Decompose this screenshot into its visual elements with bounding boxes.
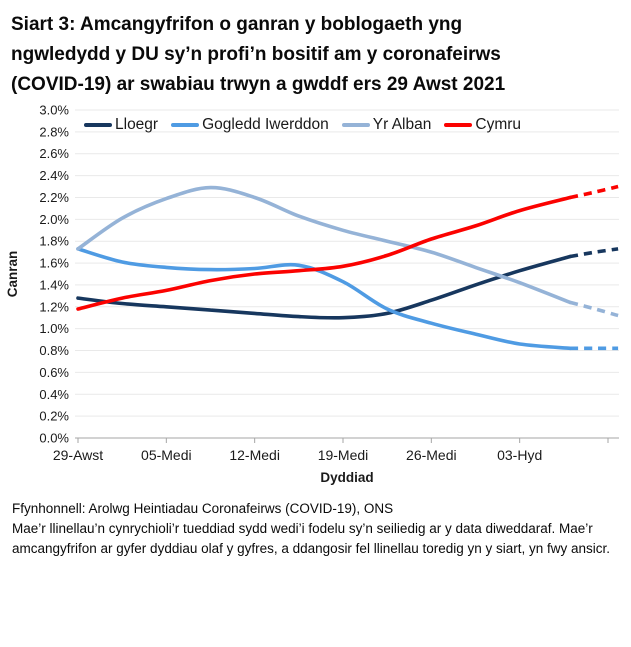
legend-item-gogledd-iwerddon: Gogledd Iwerddon (171, 116, 329, 134)
series-line-yr-alban (76, 185, 572, 304)
chart-canvas: 0.0% 0.2% 0.4% 0.6% 0.8% 1.0% 1.2% 1.4% 1.6% 1.8%… (5, 102, 619, 485)
x-axis-title: Dyddiad (320, 470, 373, 485)
x-tick-label: 12-Medi (229, 447, 280, 463)
series-line-gogledd-iwerddon (76, 246, 572, 350)
y-tick-label: 2.6% (39, 146, 69, 161)
legend-label-yr-alban: Yr Alban (372, 115, 432, 133)
chart-footnotes: Ffynhonnell: Arolwg Heintiadau Coronafei… (12, 499, 619, 560)
legend-swatch-cymru (444, 122, 473, 127)
x-tick-label: 26-Medi (406, 447, 457, 463)
y-tick-label: 0.4% (39, 387, 69, 402)
series-dash-lloegr (569, 246, 619, 259)
page: Siart 3: Amcangyfrifon o ganran y boblog… (0, 10, 631, 647)
series-dash-cymru (569, 184, 619, 200)
legend-label-gogledd-iwerddon: Gogledd Iwerddon (202, 115, 329, 133)
legend-item-yr-alban: Yr Alban (341, 115, 432, 134)
y-tick-label: 0.8% (39, 343, 69, 358)
series-dash-yr-alban (569, 300, 619, 318)
y-tick-label: 1.4% (39, 277, 69, 292)
x-tick-label: 05-Medi (141, 447, 192, 463)
y-tick-label: 0.6% (39, 365, 69, 380)
legend-label-cymru: Cymru (475, 115, 522, 133)
y-tick-label: 3.0% (39, 102, 69, 117)
y-tick-label: 2.2% (39, 190, 69, 205)
note-text: Mae’r llinellau’n cynrychioli’r tueddiad… (12, 521, 611, 557)
series-line-lloegr (76, 254, 572, 320)
y-axis-title: Canran (5, 251, 20, 298)
y-tick-label: 1.0% (39, 321, 69, 336)
y-tick-label: 1.2% (39, 299, 69, 314)
x-tick-label: 03-Hyd (497, 447, 542, 463)
legend-swatch-gogledd-iwerddon (171, 122, 200, 127)
y-tick-label: 1.6% (39, 255, 69, 270)
y-tick-label: 2.0% (39, 212, 69, 227)
y-tick-label: 2.4% (39, 168, 69, 183)
x-tick-label: 19-Medi (318, 447, 369, 463)
y-tick-label: 2.8% (39, 124, 69, 139)
y-tick-label: 0.0% (39, 430, 69, 445)
series-line-cymru (76, 195, 572, 311)
chart-legend: Lloegr Gogledd Iwerddon Yr Alban Cymru (84, 116, 521, 134)
y-tick-label: 0.2% (39, 408, 69, 423)
chart-area: Lloegr Gogledd Iwerddon Yr Alban Cymru 0.0%… (0, 100, 631, 492)
legend-item-lloegr: Lloegr (84, 116, 158, 134)
legend-item-cymru: Cymru (444, 116, 521, 134)
x-tick-label: 29-Awst (53, 447, 103, 463)
legend-swatch-yr-alban (341, 122, 370, 127)
chart-title: Siart 3: Amcangyfrifon o ganran y boblog… (11, 14, 506, 95)
legend-swatch-lloegr (84, 122, 112, 127)
y-tick-label: 1.8% (39, 233, 69, 248)
source-text: Ffynhonnell: Arolwg Heintiadau Coronafei… (12, 500, 394, 516)
legend-label-lloegr: Lloegr (115, 115, 159, 133)
